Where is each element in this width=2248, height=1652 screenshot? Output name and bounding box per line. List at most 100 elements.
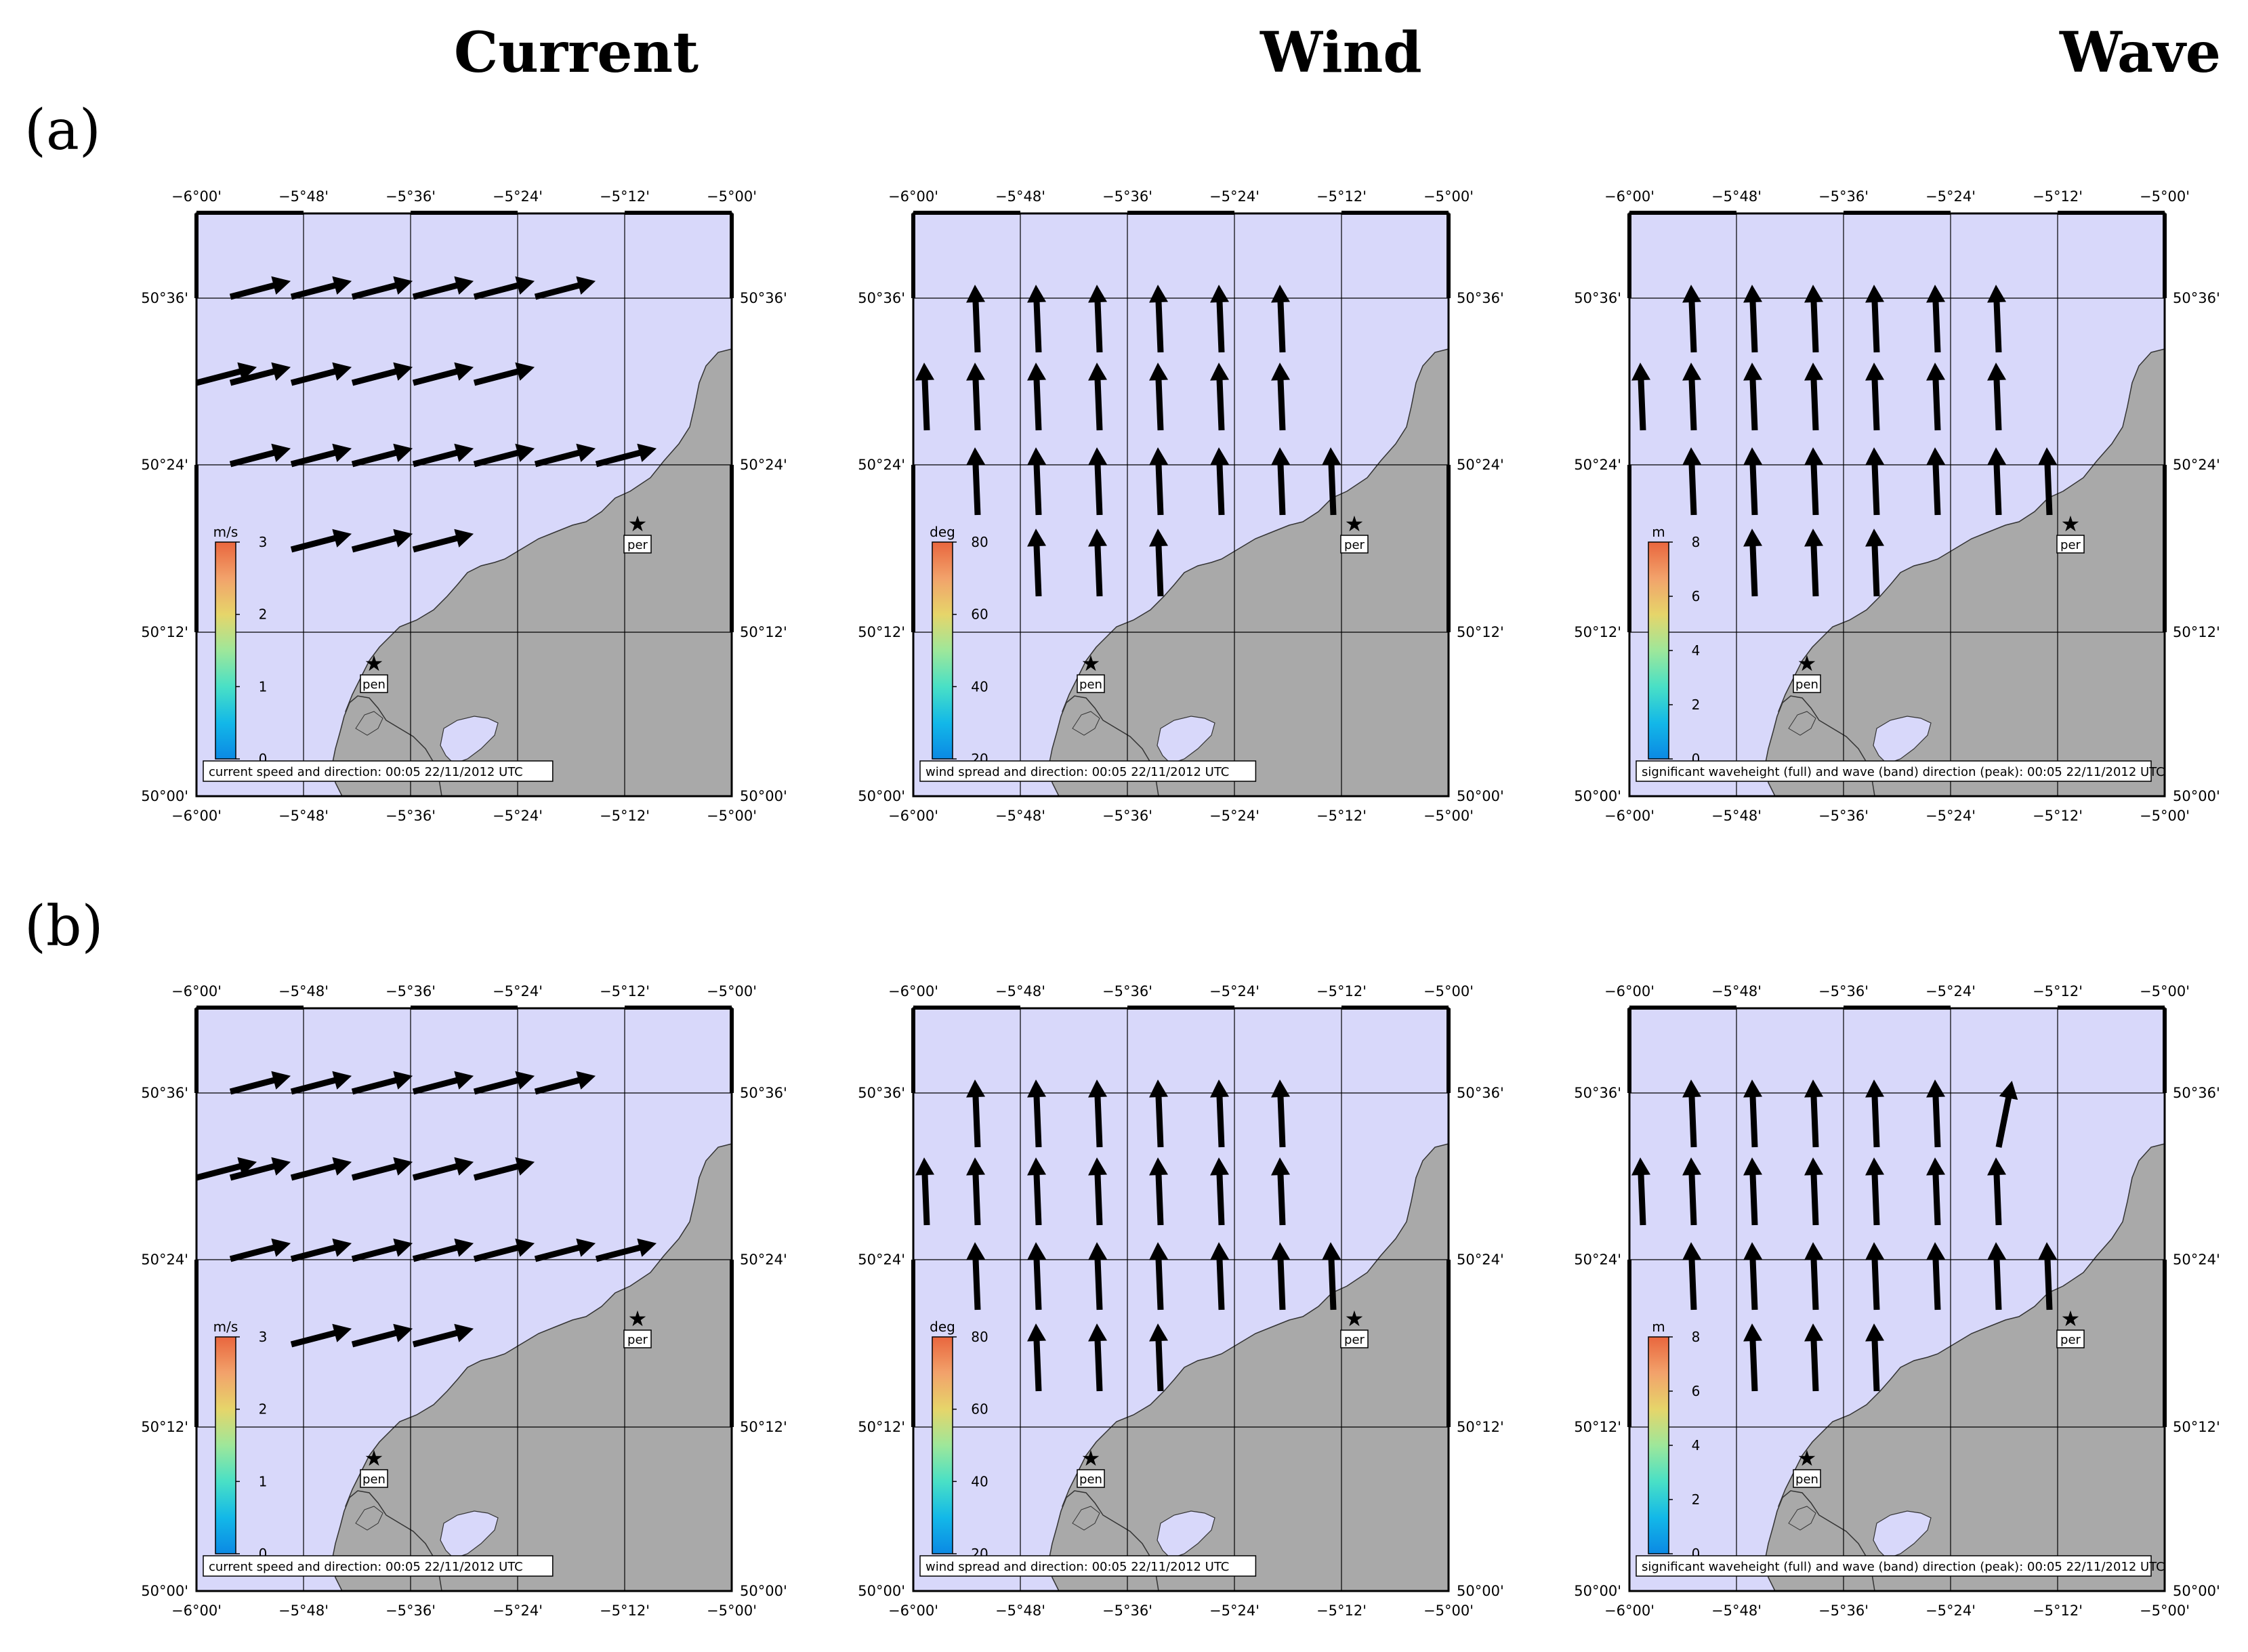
vector-arrow — [1804, 1157, 1824, 1226]
lon-tick-label-top: −5°12' — [2033, 983, 2083, 999]
vector-arrow — [351, 443, 413, 468]
station-label-box — [623, 1329, 652, 1348]
frame-tick — [911, 1260, 915, 1427]
land-mass — [1788, 711, 1816, 736]
lon-tick-label-bottom: −5°12' — [2033, 1603, 2083, 1619]
lon-tick-label-bottom: −5°24' — [1926, 808, 1976, 824]
vector-arrow — [351, 529, 413, 553]
lon-tick-label-top: −5°12' — [2033, 188, 2083, 205]
vector-arrow — [1149, 1323, 1169, 1392]
frame-tick — [1844, 1006, 1951, 1010]
lon-tick-label-top: −5°36' — [1818, 188, 1869, 205]
graticule — [913, 1008, 1449, 1591]
vector-arrow — [412, 362, 474, 386]
frame-tick — [2163, 1260, 2167, 1427]
column-header-current: Current — [454, 20, 699, 85]
vector-arrow — [1682, 1242, 1702, 1310]
colorbar-scale — [215, 1336, 236, 1554]
frame-tick — [911, 465, 915, 632]
colorbar-tick-label: 40 — [971, 678, 988, 695]
vector-arrow — [966, 1242, 986, 1310]
lat-tick-label-left: 50°36' — [141, 290, 188, 306]
station-pen: ★pen — [1077, 1445, 1105, 1488]
lon-tick-label-bottom: −5°48' — [995, 1603, 1045, 1619]
vector-arrow — [1682, 1157, 1702, 1226]
vector-arrow — [195, 362, 257, 386]
colorbar-tick-label: 1 — [259, 678, 268, 695]
lat-tick-label-left: 50°24' — [141, 1252, 188, 1268]
vector-arrow — [1027, 529, 1047, 597]
lon-tick-label-top: −5°00' — [1423, 188, 1474, 205]
lon-tick-label-bottom: −5°48' — [1711, 808, 1762, 824]
lon-tick-label-bottom: −5°36' — [1102, 1603, 1152, 1619]
graticule — [1629, 1008, 2165, 1591]
vector-arrow — [473, 362, 535, 386]
graticule — [196, 213, 732, 796]
lon-tick-label-top: −6°00' — [888, 983, 938, 999]
caption-text: current speed and direction: 00:05 22/11… — [209, 1560, 523, 1574]
frame-tick — [1627, 1008, 1631, 1093]
lat-tick-label-left: 50°36' — [1574, 290, 1621, 306]
lon-tick-label-top: −5°48' — [995, 983, 1045, 999]
vector-arrow — [1631, 1157, 1651, 1226]
lat-tick-label-left: 50°00' — [858, 1583, 905, 1599]
lat-tick-label-left: 50°12' — [141, 624, 188, 640]
lon-tick-label-top: −6°00' — [1604, 983, 1654, 999]
vector-arrows — [915, 1079, 1341, 1392]
lon-tick-label-bottom: −5°24' — [1209, 808, 1260, 824]
vector-arrow — [351, 1157, 413, 1181]
vector-arrow — [229, 1071, 291, 1095]
lat-tick-label-left: 50°24' — [1574, 457, 1621, 473]
bay — [1157, 716, 1215, 764]
vector-arrow — [1743, 363, 1763, 431]
caption-text: significant waveheight (full) and wave (… — [1642, 765, 2165, 779]
lat-tick-label-left: 50°36' — [858, 290, 905, 306]
vector-arrow — [1743, 1323, 1763, 1392]
frame-tick — [1446, 1008, 1451, 1093]
vector-arrow — [1995, 1080, 2018, 1148]
vector-arrow — [290, 1323, 352, 1348]
lat-tick-label-right: 50°24' — [740, 457, 787, 473]
frame-tick — [2163, 1008, 2167, 1093]
station-label: pen — [1795, 1472, 1818, 1487]
lat-tick-label-right: 50°36' — [2173, 1085, 2220, 1101]
lon-tick-label-bottom: −5°36' — [1818, 808, 1869, 824]
vector-arrow — [1865, 363, 1885, 431]
station-pen: ★pen — [360, 1445, 388, 1488]
vector-arrow — [195, 1157, 257, 1181]
vector-arrows — [915, 285, 1341, 597]
vector-arrow — [229, 276, 291, 300]
vector-arrow — [1804, 1242, 1824, 1310]
station-per: ★per — [2056, 1306, 2085, 1348]
map-panel-wave-a: −6°00' −6°00' −5°48' −5°48' −5°36' −5°36' −5°2… — [1574, 188, 2220, 824]
land-mass — [1072, 711, 1100, 736]
vector-arrow — [1027, 1157, 1047, 1226]
lon-tick-label-bottom: −6°00' — [1604, 808, 1654, 824]
vector-arrow — [966, 285, 986, 353]
station-per: ★per — [2056, 511, 2085, 554]
vector-arrow — [1149, 363, 1169, 431]
colorbar-tick-label: 3 — [259, 534, 268, 550]
vector-arrow — [966, 1157, 986, 1226]
vector-arrow — [1027, 1323, 1047, 1392]
vector-arrow — [1804, 285, 1824, 353]
colorbar-tick-label: 4 — [1692, 642, 1701, 659]
colorbar-tick-label: 60 — [971, 606, 988, 623]
lon-tick-label-top: −5°12' — [1316, 188, 1367, 205]
vector-arrow — [1149, 1242, 1169, 1310]
station-label-box — [2056, 1329, 2085, 1348]
colorbar-tick-label: 40 — [971, 1473, 988, 1489]
station-marker-icon: ★ — [365, 1445, 384, 1471]
vector-arrow — [229, 1238, 291, 1262]
lat-tick-label-left: 50°12' — [858, 1419, 905, 1435]
frame-tick — [911, 1008, 915, 1093]
lon-tick-label-bottom: −5°12' — [2033, 808, 2083, 824]
graticule — [913, 213, 1449, 796]
vector-arrows — [195, 276, 657, 553]
vector-arrow — [351, 362, 413, 386]
caption-box — [203, 760, 554, 782]
graticule — [1629, 213, 2165, 796]
colorbar-scale — [215, 541, 236, 760]
lat-tick-label-right: 50°36' — [1457, 1085, 1504, 1101]
